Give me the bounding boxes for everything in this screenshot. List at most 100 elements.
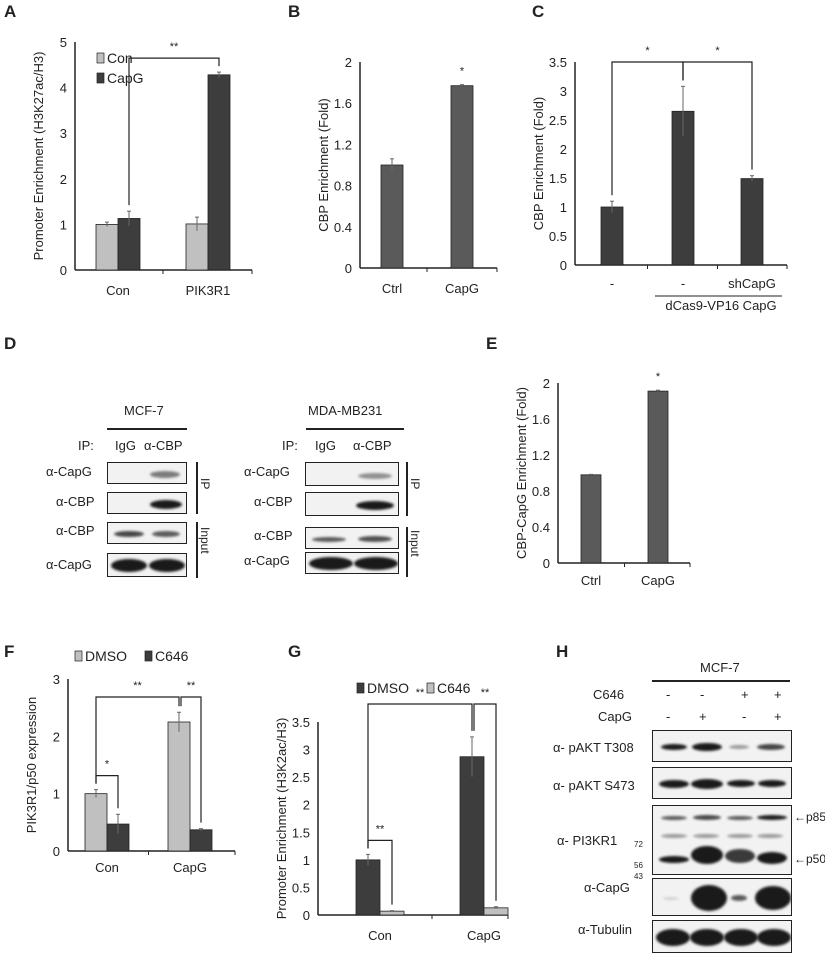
y-tick-label: 1 <box>60 217 67 232</box>
blot-row-label: α-CBP <box>254 494 293 509</box>
significance-bracket <box>95 696 180 784</box>
bar <box>167 721 191 852</box>
band-label: p50 <box>806 852 825 866</box>
panel-label-e: E <box>486 334 498 353</box>
condition-value: + <box>741 687 749 702</box>
y-tick-label: 0.8 <box>532 484 550 499</box>
significance-label: * <box>715 45 720 57</box>
legend-label: C646 <box>155 648 189 664</box>
bracket <box>406 527 408 577</box>
bracket-label-ip: IP <box>408 478 422 490</box>
ip-label: IP: <box>78 438 94 453</box>
panel-label-d: D <box>4 334 17 353</box>
blot-row-label: α- pAKT S473 <box>553 778 635 793</box>
mw-marker: 56 <box>634 861 643 870</box>
blot-row-label: α-Tubulin <box>578 922 632 937</box>
divider <box>306 428 404 430</box>
x-tick-label: - <box>610 276 614 291</box>
x-tick-label: PIK3R1 <box>186 283 231 298</box>
y-tick-label: 1.6 <box>334 96 352 111</box>
western-blot <box>652 920 792 953</box>
legend-swatch <box>74 650 83 662</box>
y-tick-label: 2 <box>60 172 67 187</box>
legend-label: C646 <box>437 680 471 696</box>
panel-label-g: G <box>288 642 302 661</box>
bar <box>379 910 405 916</box>
legend-label: Con <box>107 50 133 66</box>
y-tick-label: 0.8 <box>334 179 352 194</box>
lane-label: α-CBP <box>353 438 392 453</box>
y-tick-label: 2.5 <box>292 770 310 785</box>
x-tick-label: CapG <box>445 281 479 296</box>
cell-line-title: MCF-7 <box>124 403 164 418</box>
bar <box>600 206 624 266</box>
significance-label: * <box>645 45 650 57</box>
arrow-label-p50: ←p50 <box>794 852 825 866</box>
condition-label: CapG <box>598 709 632 724</box>
y-tick-label: 0.4 <box>334 220 352 235</box>
western-blot <box>107 462 187 484</box>
blot-row-label: α-CapG <box>584 880 630 895</box>
y-tick-label: 2 <box>53 729 60 744</box>
bracket-label-input: Input <box>408 530 422 557</box>
y-tick-label: 5 <box>60 35 67 50</box>
x-tick-label: Con <box>95 860 119 875</box>
mw-marker: 43 <box>634 872 643 881</box>
y-tick-label: 1 <box>303 853 310 868</box>
bracket <box>406 462 408 516</box>
bracket <box>196 462 198 514</box>
significance-bracket <box>128 57 220 206</box>
bar <box>189 829 213 852</box>
mw-marker: 72 <box>634 840 643 849</box>
blot-row-label: α-CapG <box>244 553 290 568</box>
y-tick-label: 0 <box>345 261 352 276</box>
panel-label-f: F <box>4 642 15 661</box>
bar <box>117 218 141 271</box>
condition-value: - <box>742 709 747 724</box>
y-tick-label: 3.5 <box>549 55 567 70</box>
y-tick-label: 2 <box>543 376 550 391</box>
x-group-label: dCas9-VP16 CapG <box>665 298 776 313</box>
significance-bracket <box>180 696 202 823</box>
y-tick-label: 2 <box>303 798 310 813</box>
y-tick-label: 0 <box>53 844 60 859</box>
x-tick-label: CapG <box>467 928 501 943</box>
cell-line-title: MCF-7 <box>700 660 740 675</box>
y-axis-label: Promoter Enrichment (H3K27ac/H3) <box>31 52 46 261</box>
ip-label: IP: <box>282 438 298 453</box>
bar <box>207 74 231 271</box>
y-tick-label: 1 <box>53 787 60 802</box>
x-tick-label: CapG <box>641 573 675 588</box>
y-tick-label: 3 <box>53 672 60 687</box>
lane-label: IgG <box>115 438 136 453</box>
significance-label: * <box>656 371 661 383</box>
legend-label: DMSO <box>85 648 127 664</box>
significance-bracket <box>682 61 753 170</box>
significance-label: ** <box>481 687 490 699</box>
condition-value: + <box>774 709 782 724</box>
bracket-label-input: Input <box>198 527 212 554</box>
arrow-left-icon: ← <box>794 810 806 824</box>
panel-label-c: C <box>532 2 545 21</box>
condition-value: + <box>699 709 707 724</box>
y-tick-label: 0.5 <box>292 880 310 895</box>
y-tick-label: 0 <box>543 556 550 571</box>
western-blot <box>652 767 792 799</box>
condition-value: + <box>774 687 782 702</box>
bracket <box>196 522 198 578</box>
condition-value: - <box>700 687 705 702</box>
x-tick-label: CapG <box>173 860 207 875</box>
blot-row-label: α- PI3KR1 <box>557 833 618 848</box>
y-axis-label: PIK3R1/p50 expression <box>24 697 39 834</box>
arrow-label-p85: ←p85 <box>794 810 825 824</box>
y-axis-label: CBP Enrichment (Fold) <box>316 98 331 231</box>
y-tick-label: 4 <box>60 81 67 96</box>
y-tick-label: 2.5 <box>549 113 567 128</box>
legend-swatch <box>356 682 365 694</box>
blot-row-label: α-CapG <box>244 464 290 479</box>
western-blot <box>107 522 187 544</box>
significance-label: ** <box>133 680 142 692</box>
lane-label: α-CBP <box>144 438 183 453</box>
bar <box>185 223 209 271</box>
